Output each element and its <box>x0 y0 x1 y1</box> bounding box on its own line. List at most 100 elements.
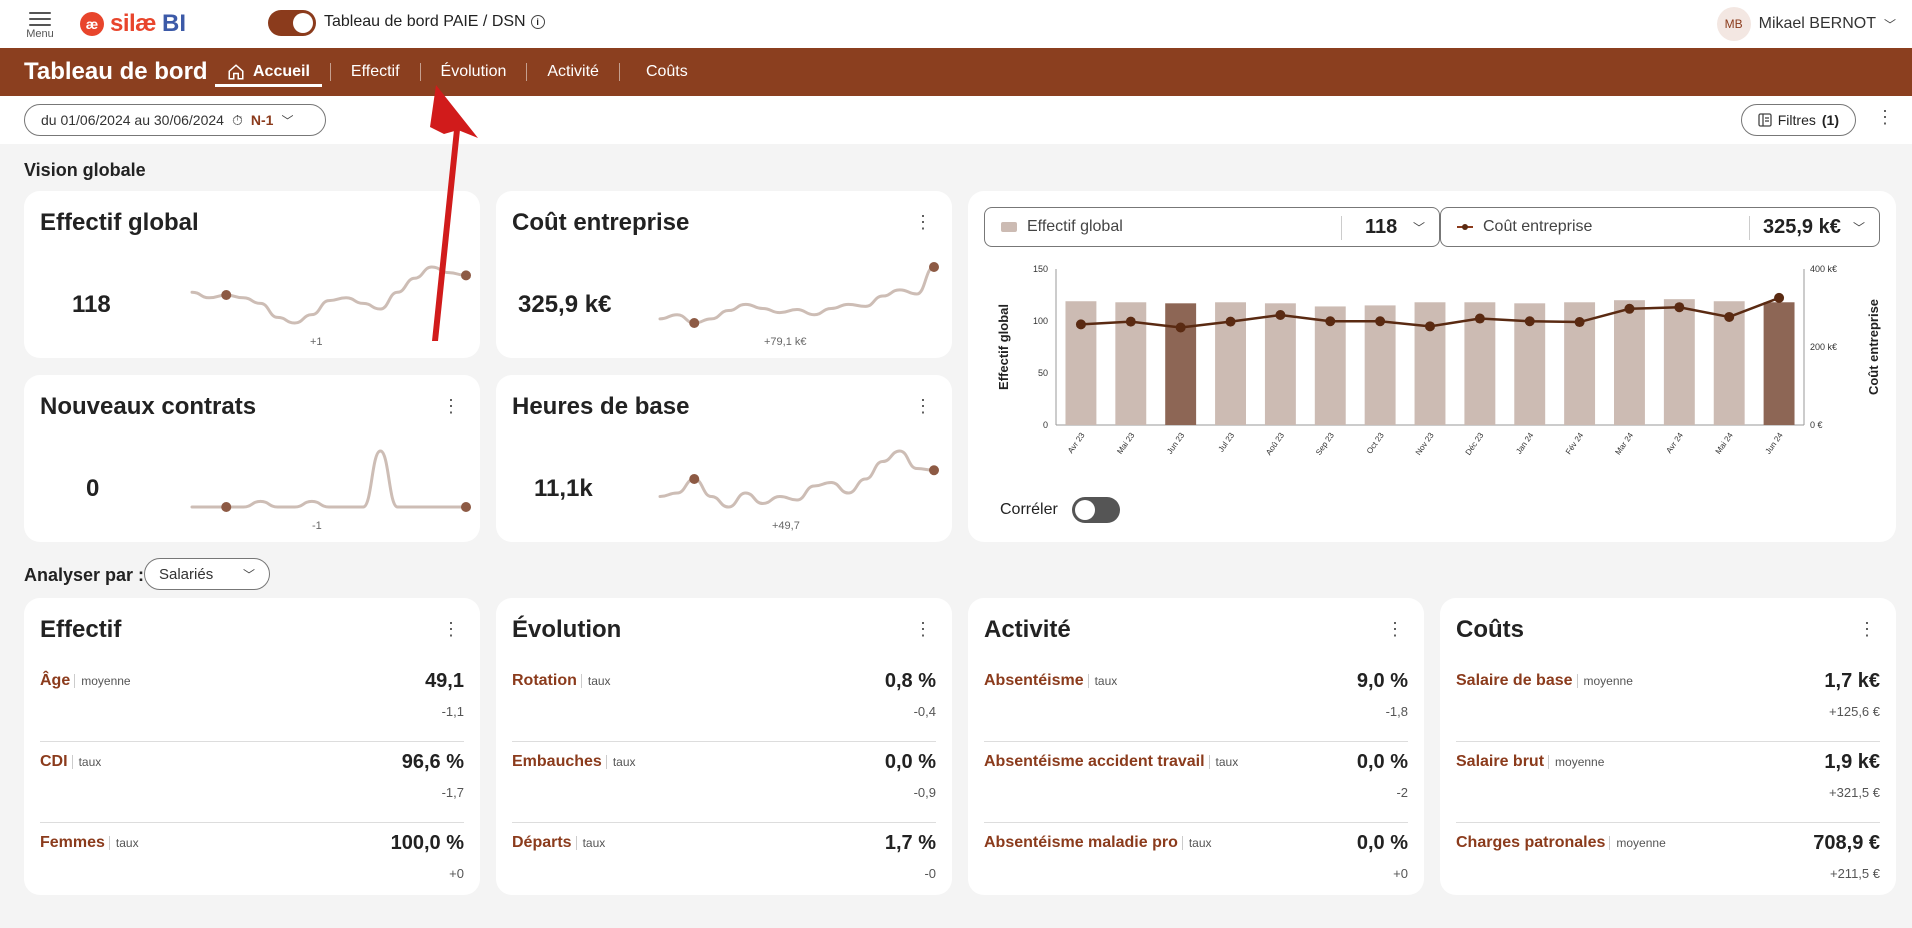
stat-label[interactable]: Salaire brut moyenne <box>1456 753 1605 771</box>
stat-row[interactable]: Absentéisme taux 9,0 % -1,8 <box>984 662 1408 742</box>
more-options-icon[interactable]: ⋮ <box>1386 619 1404 639</box>
stat-delta: -0,9 <box>913 785 936 800</box>
more-options-icon[interactable]: ⋮ <box>442 619 460 639</box>
kpi-card-nouveaux-contrats[interactable]: Nouveaux contrats ⋮ 0 -1 <box>24 375 480 542</box>
stat-row[interactable]: Charges patronales moyenne 708,9 € +211,5… <box>1456 824 1880 904</box>
line-point <box>1574 317 1585 328</box>
stat-value: 0,0 % <box>1356 751 1408 773</box>
metric-select-cout[interactable]: Coût entreprise 325,9 k€ ﹀ <box>1440 207 1880 247</box>
y-tick-left: 50 <box>1038 368 1048 378</box>
stat-value: 708,9 € <box>1813 832 1880 854</box>
stat-label[interactable]: Charges patronales moyenne <box>1456 834 1666 852</box>
sparkline-path <box>190 265 468 325</box>
more-options-icon[interactable]: ⋮ <box>914 396 932 416</box>
menu-button[interactable]: Menu <box>22 6 58 42</box>
tab-couts[interactable]: Coûts <box>628 48 700 96</box>
stat-label-text: Âge <box>40 672 71 689</box>
stat-label[interactable]: Absentéisme maladie pro taux <box>984 834 1212 852</box>
stat-delta: +125,6 € <box>1829 704 1880 719</box>
kpi-value: 325,9 k€ <box>518 291 612 318</box>
y-tick-left: 0 <box>1043 420 1048 430</box>
nav-tabs: Accueil Effectif Évolution Activité Coût… <box>215 48 700 96</box>
compare-clock-icon: ⏱ <box>231 111 243 128</box>
logo-symbol: æ <box>80 12 104 36</box>
stat-label[interactable]: Absentéisme accident travail taux <box>984 753 1239 771</box>
filters-label: Filtres <box>1777 112 1816 128</box>
stat-row[interactable]: Salaire brut moyenne 1,9 k€ +321,5 € <box>1456 743 1880 823</box>
stat-card-title: Évolution <box>512 616 622 643</box>
user-menu[interactable]: MB Mikael BERNOT ﹀ <box>1716 7 1896 41</box>
dashboard-toggle[interactable] <box>268 10 316 36</box>
info-icon[interactable]: i <box>530 15 545 29</box>
stat-label[interactable]: Embauches taux <box>512 753 636 771</box>
line-point <box>1774 292 1785 303</box>
stat-row[interactable]: CDI taux 96,6 % -1,7 <box>40 743 464 823</box>
stat-label[interactable]: Âge moyenne <box>40 672 131 690</box>
bar <box>1663 299 1695 425</box>
tab-accueil[interactable]: Accueil <box>215 48 322 96</box>
sparkline-marker <box>461 502 471 512</box>
stat-label[interactable]: Femmes taux <box>40 834 139 852</box>
stat-row[interactable]: Départs taux 1,7 % -0 <box>512 824 936 904</box>
date-range-selector[interactable]: du 01/06/2024 au 30/06/2024 ⏱ N-1 ﹀ <box>24 104 326 136</box>
stat-label[interactable]: Absentéisme taux <box>984 672 1118 690</box>
stat-label[interactable]: CDI taux <box>40 753 102 771</box>
stat-row[interactable]: Âge moyenne 49,1 -1,1 <box>40 662 464 742</box>
stat-label-text: Absentéisme <box>984 672 1084 689</box>
more-options-icon[interactable]: ⋮ <box>914 212 932 232</box>
tab-evolution[interactable]: Évolution <box>429 48 519 96</box>
stat-label-text: Femmes <box>40 834 105 851</box>
stat-row[interactable]: Absentéisme accident travail taux 0,0 % -… <box>984 743 1408 823</box>
kpi-value: 0 <box>86 475 100 502</box>
home-icon <box>228 64 244 80</box>
line-point <box>1524 316 1535 327</box>
stat-row[interactable]: Salaire de base moyenne 1,7 k€ +125,6 € <box>1456 662 1880 742</box>
more-options-icon[interactable]: ⋮ <box>1876 107 1894 127</box>
filters-button[interactable]: Filtres (1) <box>1740 104 1856 136</box>
stat-delta: +0 <box>1393 866 1408 881</box>
stat-label[interactable]: Rotation taux <box>512 672 611 690</box>
x-tick-label: Jul 23 <box>1217 431 1237 454</box>
tab-activite[interactable]: Activité <box>535 48 611 96</box>
stat-row[interactable]: Femmes taux 100,0 % +0 <box>40 824 464 904</box>
stat-row[interactable]: Embauches taux 0,0 % -0,9 <box>512 743 936 823</box>
kpi-card-heures-de-base[interactable]: Heures de base ⋮ 11,1k +49,7 <box>496 375 952 542</box>
stat-card-evolution: Évolution ⋮ Rotation taux 0,8 % -0,4 Emba… <box>496 598 952 895</box>
stat-label[interactable]: Départs taux <box>512 834 606 852</box>
kpi-title: Effectif global <box>40 209 199 236</box>
analyse-select[interactable]: Salariés ﹀ <box>144 558 270 590</box>
tab-effectif[interactable]: Effectif <box>339 48 412 96</box>
more-options-icon[interactable]: ⋮ <box>914 619 932 639</box>
stat-value: 0,0 % <box>1356 832 1408 854</box>
x-tick-label: Déc 23 <box>1464 431 1486 457</box>
stat-value: 1,9 k€ <box>1824 751 1880 773</box>
tab-activite-label: Activité <box>547 63 599 80</box>
analyse-selected: Salariés <box>159 565 214 583</box>
stat-label[interactable]: Salaire de base moyenne <box>1456 672 1633 690</box>
stat-row[interactable]: Absentéisme maladie pro taux 0,0 % +0 <box>984 824 1408 904</box>
stat-value: 100,0 % <box>390 832 464 854</box>
combo-chart: 0 50 100 150 0 € 200 k€ 400 k€ Effectif global C… <box>996 264 1881 457</box>
more-options-icon[interactable]: ⋮ <box>1858 619 1876 639</box>
chevron-down-icon: ﹀ <box>1852 220 1865 235</box>
stat-delta: +211,5 € <box>1829 866 1880 881</box>
bar <box>1614 300 1645 425</box>
bar <box>1763 302 1795 425</box>
correler-toggle[interactable] <box>1072 497 1120 523</box>
x-tick-label: Oct 23 <box>1365 431 1386 456</box>
kpi-value: 11,1k <box>534 475 593 502</box>
sparkline-path <box>658 449 936 509</box>
line-point <box>1375 316 1386 327</box>
kpi-card-cout-entreprise[interactable]: Coût entreprise ⋮ 325,9 k€ +79,1 k€ <box>496 191 952 358</box>
stat-value: 0,0 % <box>884 751 936 773</box>
stat-card-activite: Activité ⋮ Absentéisme taux 9,0 % -1,8 Ab… <box>968 598 1424 895</box>
kpi-card-effectif-global[interactable]: Effectif global 118 +1 <box>24 191 480 358</box>
stat-label-text: Absentéisme accident travail <box>984 753 1205 770</box>
more-options-icon[interactable]: ⋮ <box>442 396 460 416</box>
stat-row[interactable]: Rotation taux 0,8 % -0,4 <box>512 662 936 742</box>
silae-bi-logo[interactable]: æ silæ BI <box>80 10 186 38</box>
chevron-down-icon: ﹀ <box>242 567 255 582</box>
stat-card-effectif: Effectif ⋮ Âge moyenne 49,1 -1,1 CDI taux … <box>24 598 480 895</box>
sparkline-marker <box>689 318 700 328</box>
metric-select-effectif[interactable]: Effectif global 118 ﹀ <box>984 207 1440 247</box>
